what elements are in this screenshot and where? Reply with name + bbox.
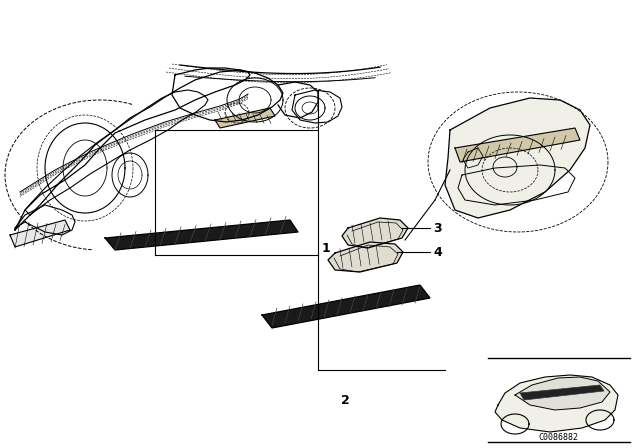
Polygon shape — [10, 220, 70, 247]
Polygon shape — [342, 218, 408, 248]
Polygon shape — [445, 98, 590, 218]
Polygon shape — [520, 385, 604, 400]
Text: 2: 2 — [340, 393, 349, 406]
Text: 3: 3 — [433, 221, 442, 234]
Polygon shape — [328, 242, 403, 272]
Polygon shape — [515, 377, 610, 410]
Polygon shape — [262, 285, 430, 328]
Polygon shape — [495, 375, 618, 432]
Polygon shape — [105, 220, 298, 250]
Polygon shape — [215, 108, 275, 128]
Polygon shape — [455, 128, 580, 162]
Text: C0086882: C0086882 — [538, 432, 578, 441]
Text: 1: 1 — [322, 241, 331, 254]
Text: 4: 4 — [433, 246, 442, 258]
